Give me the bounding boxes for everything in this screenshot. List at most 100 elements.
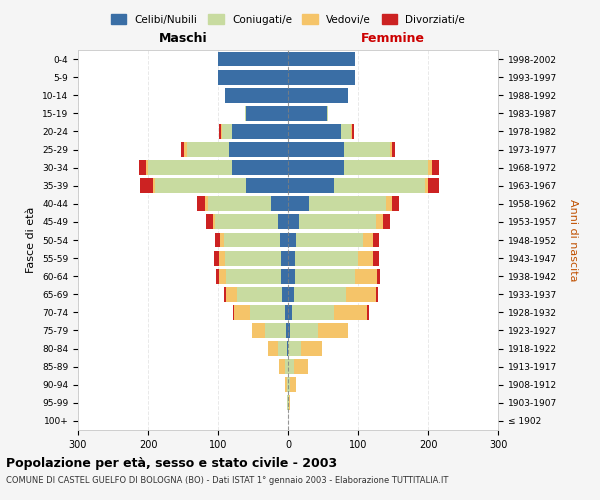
Bar bbox=[139, 160, 288, 175]
Bar bbox=[288, 305, 334, 320]
Text: Maschi: Maschi bbox=[158, 32, 208, 44]
Bar bbox=[221, 124, 288, 139]
Bar bbox=[281, 269, 288, 283]
Bar bbox=[146, 160, 288, 175]
Bar bbox=[288, 359, 308, 374]
Bar bbox=[288, 88, 347, 102]
Bar bbox=[225, 88, 288, 102]
Y-axis label: Anni di nascita: Anni di nascita bbox=[568, 198, 578, 281]
Bar bbox=[284, 378, 288, 392]
Bar bbox=[245, 106, 288, 121]
Bar bbox=[288, 269, 295, 283]
Bar bbox=[288, 305, 367, 320]
Bar bbox=[288, 250, 373, 266]
Bar bbox=[225, 88, 288, 102]
Bar bbox=[284, 305, 288, 320]
Bar bbox=[288, 323, 290, 338]
Bar bbox=[252, 323, 288, 338]
Bar bbox=[280, 232, 288, 248]
Bar bbox=[214, 250, 288, 266]
Bar bbox=[288, 142, 389, 157]
Bar bbox=[288, 88, 347, 102]
Bar bbox=[288, 250, 295, 266]
Bar bbox=[288, 52, 355, 66]
Bar bbox=[140, 178, 288, 193]
Bar bbox=[288, 178, 425, 193]
Bar bbox=[187, 142, 288, 157]
Bar bbox=[224, 232, 288, 248]
Bar bbox=[288, 106, 328, 121]
Bar bbox=[215, 232, 288, 248]
Bar bbox=[288, 232, 379, 248]
Text: Popolazione per età, sesso e stato civile - 2003: Popolazione per età, sesso e stato civil… bbox=[6, 458, 337, 470]
Bar bbox=[288, 359, 308, 374]
Bar bbox=[218, 70, 288, 84]
Bar bbox=[288, 396, 289, 410]
Bar bbox=[288, 106, 328, 121]
Bar bbox=[288, 214, 389, 230]
Bar bbox=[246, 106, 288, 121]
Bar bbox=[288, 196, 398, 211]
Text: Femmine: Femmine bbox=[361, 32, 425, 44]
Bar bbox=[288, 341, 301, 356]
Y-axis label: Fasce di età: Fasce di età bbox=[26, 207, 37, 273]
Bar bbox=[288, 323, 318, 338]
Bar bbox=[288, 52, 355, 66]
Bar bbox=[232, 160, 288, 175]
Bar bbox=[245, 106, 288, 121]
Bar bbox=[288, 160, 439, 175]
Bar bbox=[288, 269, 377, 283]
Bar bbox=[288, 124, 354, 139]
Bar bbox=[153, 178, 288, 193]
Bar bbox=[288, 70, 355, 84]
Bar bbox=[287, 341, 288, 356]
Bar bbox=[148, 160, 288, 175]
Bar bbox=[246, 178, 288, 193]
Bar bbox=[288, 214, 299, 230]
Bar bbox=[288, 287, 346, 302]
Bar bbox=[288, 70, 355, 84]
Bar bbox=[288, 396, 290, 410]
Bar bbox=[287, 396, 288, 410]
Bar bbox=[287, 396, 288, 410]
Bar bbox=[288, 178, 428, 193]
Bar bbox=[237, 287, 288, 302]
Bar bbox=[288, 287, 377, 302]
Bar bbox=[287, 378, 288, 392]
Bar bbox=[288, 269, 355, 283]
Bar bbox=[288, 214, 383, 230]
Bar bbox=[288, 323, 347, 338]
Bar bbox=[287, 396, 288, 410]
Bar bbox=[288, 378, 296, 392]
Bar bbox=[245, 106, 288, 121]
Bar bbox=[288, 341, 322, 356]
Bar bbox=[225, 88, 288, 102]
Bar bbox=[279, 359, 288, 374]
Bar bbox=[208, 196, 288, 211]
Bar bbox=[229, 142, 288, 157]
Bar bbox=[288, 160, 431, 175]
Bar bbox=[288, 124, 352, 139]
Bar bbox=[288, 196, 309, 211]
Bar bbox=[288, 378, 290, 392]
Bar bbox=[288, 305, 368, 320]
Text: COMUNE DI CASTEL GUELFO DI BOLOGNA (BO) - Dati ISTAT 1° gennaio 2003 - Elaborazi: COMUNE DI CASTEL GUELFO DI BOLOGNA (BO) … bbox=[6, 476, 448, 485]
Bar bbox=[268, 341, 288, 356]
Bar bbox=[278, 214, 288, 230]
Bar bbox=[215, 214, 288, 230]
Legend: Celibi/Nubili, Coniugati/e, Vedovi/e, Divorziati/e: Celibi/Nubili, Coniugati/e, Vedovi/e, Di… bbox=[107, 10, 469, 29]
Bar bbox=[220, 232, 288, 248]
Bar bbox=[197, 196, 288, 211]
Bar bbox=[232, 124, 288, 139]
Bar bbox=[218, 52, 288, 66]
Bar bbox=[218, 52, 288, 66]
Bar bbox=[224, 287, 288, 302]
Bar bbox=[288, 323, 347, 338]
Bar bbox=[218, 70, 288, 84]
Bar bbox=[206, 214, 288, 230]
Bar bbox=[288, 124, 351, 139]
Bar bbox=[218, 52, 288, 66]
Bar bbox=[220, 250, 288, 266]
Bar bbox=[288, 287, 293, 302]
Bar bbox=[279, 359, 288, 374]
